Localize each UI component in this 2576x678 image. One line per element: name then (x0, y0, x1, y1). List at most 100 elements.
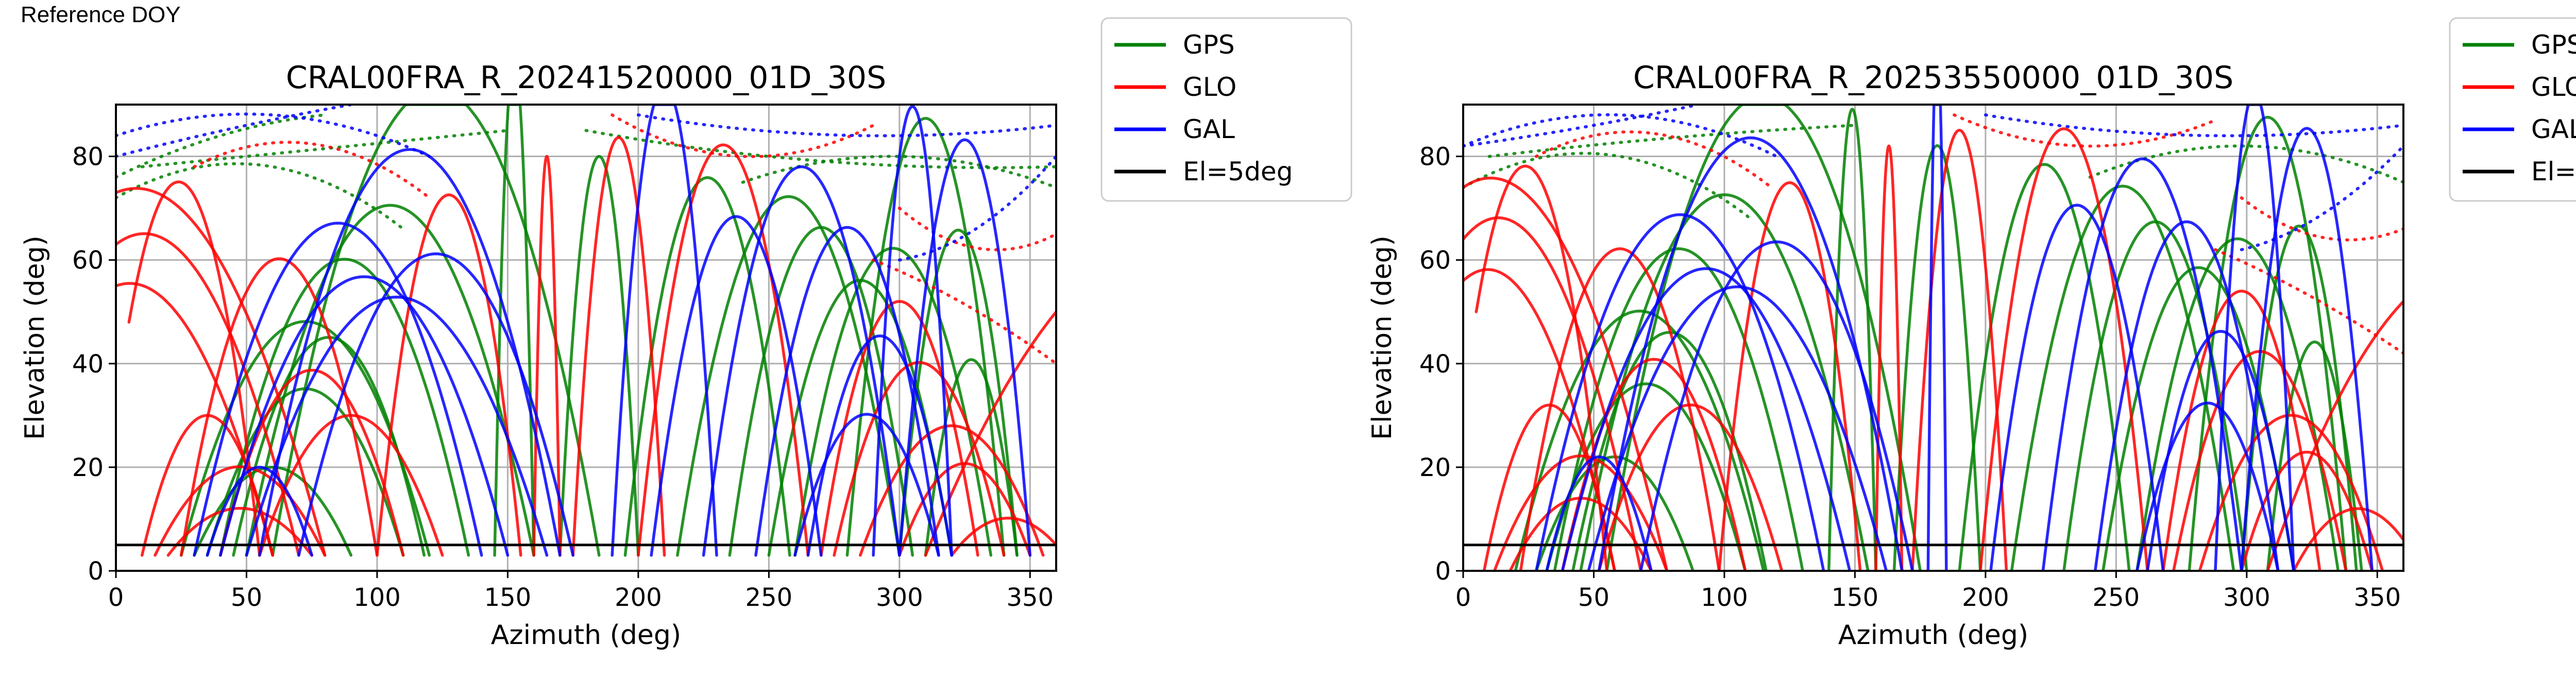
legend-label: GLO (2531, 72, 2576, 102)
satellite-track-gal (872, 105, 953, 557)
satellite-track-gal (206, 466, 313, 557)
satellite-track-gal (2214, 105, 2295, 571)
satellite-track-gps (1463, 151, 1752, 221)
satellite-track-glo (2240, 196, 2403, 242)
legend-box (1100, 17, 1352, 202)
satellite-track-glo (2214, 248, 2403, 355)
legend-label: GLO (1183, 72, 1236, 102)
y-tick-label: 80 (1419, 143, 1451, 172)
satellite-track-glo (179, 257, 379, 557)
y-tick-label: 80 (72, 143, 104, 172)
satellite-track-glo (127, 180, 261, 557)
satellite-track-glo (1463, 216, 1642, 571)
y-tick-label: 60 (72, 246, 104, 275)
satellite-track-gps (2062, 220, 2248, 571)
legend-label: GPS (2531, 30, 2576, 60)
satellite-track-gps (206, 387, 405, 557)
chart-title: CRAL00FRA_R_20253550000_01D_30S (1633, 60, 2233, 96)
x-tick-label: 150 (1832, 583, 1879, 612)
satellite-track-glo (376, 193, 522, 557)
satellite-track-gal (793, 413, 940, 557)
satellite-track-gps (793, 247, 993, 557)
satellite-track-gps (2136, 237, 2340, 571)
satellite-track-gps (140, 129, 510, 168)
satellite-track-glo (1718, 181, 1862, 571)
satellite-track-glo (166, 506, 313, 557)
plot-area (116, 105, 1056, 557)
satellite-track-gps (219, 258, 470, 557)
satellite-track-glo (924, 310, 1056, 557)
series-glo (116, 113, 1056, 557)
x-tick-label: 200 (615, 583, 662, 612)
satellite-track-glo (950, 516, 1056, 557)
satellite-track-glo (897, 207, 1056, 251)
reference-doy-label: Reference DOY (21, 2, 181, 27)
satellite-track-gal (116, 112, 431, 158)
x-tick-label: 350 (1006, 583, 1054, 612)
satellite-track-gal (702, 165, 901, 557)
satellite-track-glo (193, 141, 431, 199)
satellite-track-gal (193, 222, 483, 557)
y-axis-label: Elevation (deg) (20, 235, 50, 440)
x-tick-label: 50 (231, 583, 262, 612)
satellite-track-gal (1639, 240, 1914, 571)
series-gal (1463, 105, 2403, 571)
legend-label: GAL (1183, 114, 1235, 144)
satellite-track-gps (1545, 382, 1747, 571)
x-tick-label: 100 (1701, 583, 1748, 612)
satellite-track-gps (116, 113, 327, 179)
x-tick-label: 0 (108, 583, 124, 612)
x-tick-label: 300 (876, 583, 923, 612)
satellite-track-glo (116, 232, 300, 557)
plot-frame (1462, 104, 2404, 572)
satellite-track-glo (1911, 129, 2008, 571)
satellite-track-gal (2094, 220, 2280, 571)
plot-area (1463, 105, 2403, 571)
satellite-track-glo (820, 300, 979, 557)
legend-label: GPS (1183, 30, 1235, 60)
satellite-track-glo (1953, 113, 2217, 148)
y-axis-label: Elevation (deg) (1367, 235, 1398, 440)
y-tick-label: 20 (72, 453, 104, 482)
satellite-track-gal (898, 138, 1032, 557)
satellite-track-gal (1535, 213, 1825, 571)
satellite-track-gps (924, 358, 1019, 557)
satellite-track-glo (1493, 454, 1669, 571)
x-tick-label: 150 (484, 583, 532, 612)
satellite-track-gps (245, 204, 535, 557)
x-axis-label: Azimuth (deg) (1838, 620, 2028, 651)
y-tick-label: 60 (1419, 246, 1451, 275)
satellite-track-gal (636, 113, 1056, 138)
satellite-track-glo (532, 155, 562, 557)
satellite-track-glo (154, 465, 327, 557)
satellite-track-gal (806, 334, 953, 557)
y-tick-label: 40 (1419, 350, 1451, 379)
satellite-track-glo (1874, 144, 1904, 571)
satellite-track-gal (258, 148, 562, 557)
series-gal (116, 105, 1056, 557)
legend-label: El=5deg (2531, 157, 2576, 187)
satellite-track-glo (2292, 507, 2403, 571)
satellite-track-gal (219, 275, 510, 557)
satellite-track-gal (2240, 144, 2403, 251)
satellite-track-gal (1463, 105, 1700, 148)
x-tick-label: 350 (2353, 583, 2401, 612)
satellite-track-glo (571, 136, 666, 557)
chart-panel-2: 0 50 100 150 200 250 300 350 0 20 40 60 80 Azimuth (d… (1367, 17, 2576, 651)
legend: GPS GLO GAL El=5deg (1100, 17, 1352, 202)
legend: GPS GLO GAL El=5deg (2449, 17, 2576, 202)
satellite-track-glo (611, 113, 875, 158)
series-glo (1463, 113, 2403, 571)
satellite-track-glo (833, 361, 1006, 557)
x-tick-label: 300 (2223, 583, 2270, 612)
satellite-track-glo (1534, 130, 1773, 189)
satellite-track-glo (872, 258, 1056, 365)
satellite-track-gal (245, 295, 549, 557)
satellite-track-gps (898, 228, 1019, 557)
y-tick-label: 0 (88, 557, 104, 586)
chart-panel-1: 0 50 100 150 200 250 300 350 0 20 40 60 80 Azimuth (d… (20, 17, 1352, 651)
satellite-track-glo (116, 187, 327, 557)
satellite-track-gal (897, 155, 1056, 262)
chart-title: CRAL00FRA_R_20241520000_01D_30S (286, 60, 886, 96)
